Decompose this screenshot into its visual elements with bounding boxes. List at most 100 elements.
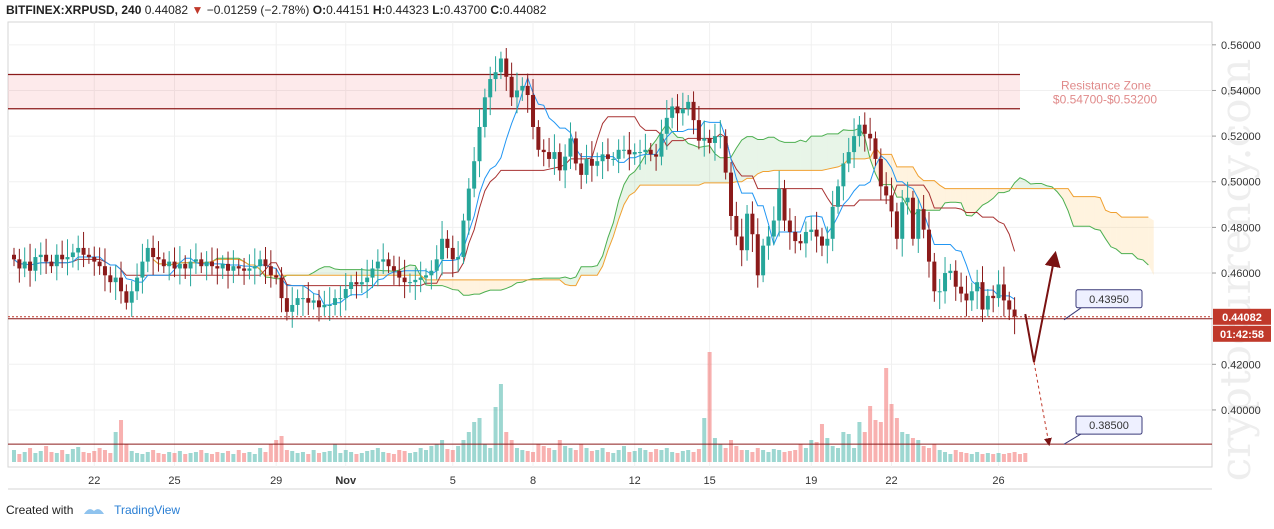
volume-bar xyxy=(868,406,873,462)
volume-bar xyxy=(300,452,305,462)
volume-bar xyxy=(584,448,589,462)
candle-body xyxy=(557,152,562,171)
high-label: H: xyxy=(372,3,386,17)
cloud-segment xyxy=(784,142,790,171)
volume-bar xyxy=(215,452,220,462)
candle-body xyxy=(60,254,65,260)
cloud-segment xyxy=(934,180,940,211)
candle-body xyxy=(456,257,461,260)
candle-body xyxy=(862,124,867,134)
volume-bar xyxy=(589,451,594,462)
volume-bar xyxy=(509,440,514,462)
candle-body xyxy=(980,282,985,310)
volume-bar xyxy=(632,451,637,462)
cloud-segment xyxy=(677,137,683,186)
candle-body xyxy=(92,257,97,262)
volume-bar xyxy=(488,448,493,462)
candle-body xyxy=(472,161,477,189)
candle-body xyxy=(964,293,969,301)
countdown-label: 01:42:58 xyxy=(1220,329,1264,341)
cloud-segment xyxy=(763,137,769,172)
volume-bar xyxy=(932,444,937,462)
candle-body xyxy=(729,172,734,216)
candle-body xyxy=(985,295,990,310)
volume-bar xyxy=(734,446,739,462)
volume-bar xyxy=(991,454,996,462)
volume-bar xyxy=(119,420,124,462)
cloud-segment xyxy=(1030,183,1036,189)
candle-body xyxy=(33,257,38,271)
volume-bar xyxy=(263,452,268,462)
tradingview-link[interactable]: TradingView xyxy=(114,503,181,517)
volume-bar xyxy=(333,444,338,462)
volume-bar xyxy=(391,454,396,462)
volume-bar xyxy=(38,451,43,462)
candles xyxy=(12,48,1017,335)
volume-bar xyxy=(627,452,632,462)
candle-body xyxy=(734,215,739,237)
volume-bar xyxy=(81,452,86,462)
candle-body xyxy=(167,261,172,267)
volume-bar xyxy=(514,448,519,462)
candle-body xyxy=(86,254,91,258)
gridlines xyxy=(7,21,1213,490)
candle-body xyxy=(568,138,573,157)
volume-bar xyxy=(28,448,33,462)
cloud-segment xyxy=(377,270,384,276)
candle-body xyxy=(819,236,824,246)
candle-body xyxy=(836,186,841,207)
volume-bar xyxy=(306,454,311,462)
cloud-segment xyxy=(1148,217,1154,276)
volume-bar xyxy=(466,432,471,462)
volume-bar xyxy=(755,448,760,462)
volume-bar xyxy=(541,446,546,462)
cloud-segment xyxy=(688,143,694,186)
cloud-segment xyxy=(1073,196,1079,227)
cloud-segment xyxy=(1019,177,1026,189)
volume-bar xyxy=(948,454,953,462)
volume-bar xyxy=(621,446,626,462)
volume-bar xyxy=(611,453,616,462)
x-tick-label: 8 xyxy=(530,475,536,487)
candle-body xyxy=(386,259,391,267)
volume-bar xyxy=(873,420,878,462)
cloud-segment xyxy=(800,140,806,171)
volume-bar xyxy=(926,448,931,462)
volume-bar xyxy=(750,452,755,462)
candle-body xyxy=(868,133,873,139)
cloud-segment xyxy=(361,269,368,276)
low-label: L: xyxy=(432,3,444,17)
volume-bar xyxy=(418,448,423,462)
candle-body xyxy=(536,126,541,150)
volume-bar xyxy=(1023,453,1028,462)
candle-body xyxy=(12,254,16,260)
volume-bar xyxy=(295,453,300,462)
cloud-segment xyxy=(1036,183,1042,189)
cloud-segment xyxy=(698,146,705,186)
volume-bar xyxy=(563,446,568,462)
cloud-segment xyxy=(479,279,485,295)
volume-bar xyxy=(638,448,643,462)
cloud-segment xyxy=(821,133,828,171)
volume-bar xyxy=(70,449,75,462)
volume-bar xyxy=(54,453,59,462)
volume-bar xyxy=(338,453,343,462)
volume-bar xyxy=(686,450,691,462)
candle-body xyxy=(295,298,300,305)
volume-bar xyxy=(381,452,386,462)
candle-body xyxy=(498,58,503,73)
volume-bar xyxy=(964,453,969,462)
candle-body xyxy=(755,234,760,276)
candle-body xyxy=(407,282,412,284)
candle-body xyxy=(188,261,193,269)
candle-body xyxy=(975,282,980,292)
cloud-segment xyxy=(484,279,491,292)
cloud-segment xyxy=(1014,177,1020,189)
close-value: 0.44082 xyxy=(503,3,547,17)
volume-bar xyxy=(407,453,412,462)
cloud-segment xyxy=(945,188,951,203)
watermark-text: cryptocurrency.com xyxy=(1211,59,1260,482)
volume-bar xyxy=(311,450,316,462)
last-price: 0.44082 xyxy=(144,3,189,17)
volume-bar xyxy=(702,418,707,462)
